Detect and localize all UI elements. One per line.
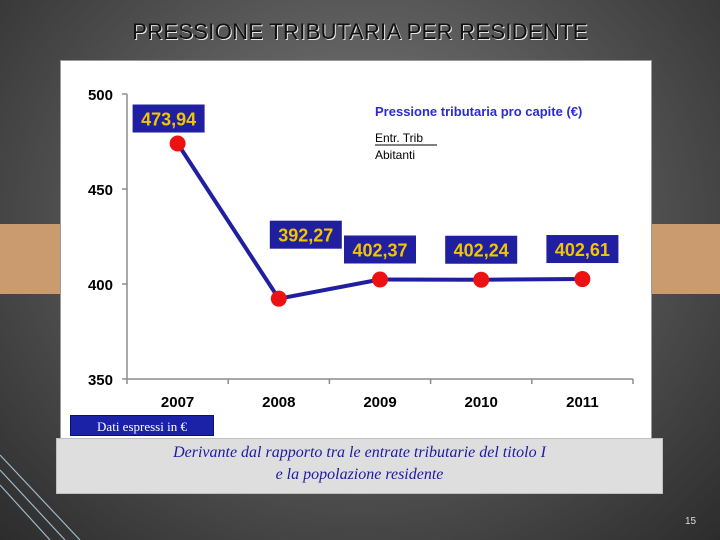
description-box: Derivante dal rapporto tra le entrate tr… bbox=[56, 438, 663, 494]
data-label-box bbox=[132, 104, 205, 133]
data-point bbox=[270, 290, 287, 307]
left-accent-band bbox=[0, 224, 60, 294]
data-point bbox=[169, 135, 186, 152]
data-label-box bbox=[344, 235, 416, 264]
slide-title: PRESSIONE TRIBUTARIA PER RESIDENTE bbox=[132, 19, 588, 44]
y-tick-label: 450 bbox=[88, 182, 113, 199]
data-label: 402,24 bbox=[454, 241, 509, 261]
data-label: 473,94 bbox=[141, 110, 196, 130]
legend-denominator: Abitanti bbox=[375, 148, 415, 162]
data-label-box bbox=[269, 220, 342, 249]
x-tick-label: 2011 bbox=[566, 394, 599, 411]
description-line-2: e la popolazione residente bbox=[275, 466, 444, 483]
legend-title: Pressione tributaria pro capite (€) bbox=[375, 104, 582, 119]
line-chart: Pressione tributaria pro capite (€) Entr… bbox=[88, 87, 634, 411]
corner-decoration bbox=[0, 454, 81, 540]
y-tick-label: 500 bbox=[88, 87, 113, 104]
y-tick-label: 350 bbox=[88, 372, 113, 389]
units-note: Dati espressi in € bbox=[70, 415, 214, 436]
right-accent-band bbox=[650, 224, 720, 294]
data-label-box bbox=[546, 235, 619, 264]
page-number: 15 bbox=[685, 516, 697, 527]
data-label-box bbox=[445, 235, 518, 264]
description-line-1: Derivante dal rapporto tra le entrate tr… bbox=[173, 444, 546, 461]
data-point bbox=[372, 271, 388, 288]
chart-panel: Pressione tributaria pro capite (€) Entr… bbox=[60, 60, 652, 440]
x-tick-label: 2007 bbox=[161, 394, 194, 411]
data-label: 402,37 bbox=[352, 240, 407, 260]
x-tick-label: 2010 bbox=[465, 394, 498, 411]
data-label: 392,27 bbox=[278, 226, 333, 246]
x-tick-label: 2008 bbox=[262, 394, 295, 411]
y-tick-label: 400 bbox=[88, 277, 113, 294]
x-tick-label: 2009 bbox=[363, 394, 396, 411]
legend-numerator: Entr. Trib bbox=[375, 131, 423, 145]
data-label: 402,61 bbox=[555, 240, 610, 260]
data-point bbox=[473, 271, 490, 288]
data-point bbox=[574, 271, 591, 288]
